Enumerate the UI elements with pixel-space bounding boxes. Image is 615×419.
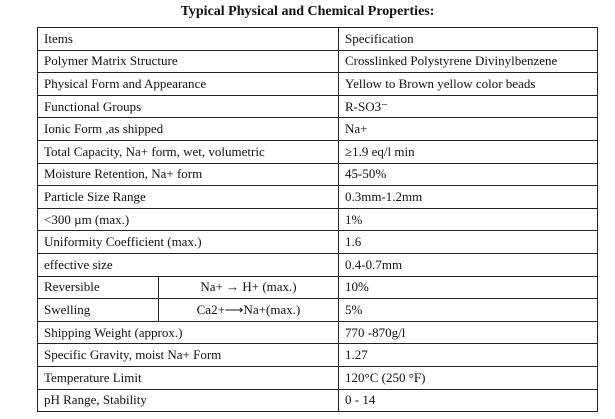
row: Functional Groups R-SO3⁻ [37,94,598,119]
properties-table: Items Specification Polymer Matrix Struc… [37,27,598,413]
spec-cell: 0.4-0.7mm [338,252,598,277]
item-cell: Particle Size Range [37,185,339,209]
spec-cell: Crosslinked Polystyrene Divinylbenzene [338,49,598,74]
row: Total Capacity, Na+ form, wet, volumetri… [37,139,598,164]
header-row: Items Specification [37,27,598,51]
spec-cell: ≥1.9 eq/l min [338,139,598,164]
item-cell: Swelling [37,298,159,322]
row: pH Range, Stability 0 - 14 [37,388,598,413]
item-cell: Ionic Form ,as shipped [37,117,339,141]
row: Specific Gravity, moist Na+ Form 1.27 [37,343,598,367]
spec-cell: 0 - 14 [338,388,598,413]
item-cell: Polymer Matrix Structure [37,49,339,74]
spec-cell: 120°C (250 °F) [338,365,598,390]
row: Shipping Weight (approx.) 770 -870g/l [37,320,598,345]
item-cell: pH Range, Stability [37,388,339,413]
row: Physical Form and Appearance Yellow to Br… [37,72,598,96]
header-cell: Items [37,27,339,51]
row: Reversible Na+ → H+ (max.) 10% [37,275,598,300]
row: Swelling Ca2+⟶Na+(max.) 5% [37,298,598,322]
spec-cell: 10% [338,275,598,300]
row: Particle Size Range 0.3mm-1.2mm [37,185,598,209]
row: Temperature Limit 120°C (250 °F) [37,365,598,390]
title: Typical Physical and Chemical Properties… [180,4,435,19]
header-cell: Specification [338,27,598,51]
item-cell: Uniformity Coefficient (max.) [37,230,339,254]
detail-cell: Ca2+⟶Na+(max.) [158,298,339,322]
table-body: Items Specification Polymer Matrix Struc… [37,27,598,413]
item-cell: Temperature Limit [37,365,339,390]
row: Polymer Matrix Structure Crosslinked Poly… [37,49,598,74]
spec-cell: 45-50% [338,162,598,187]
detail-cell: Na+ → H+ (max.) [158,275,339,300]
row: Uniformity Coefficient (max.) 1.6 [37,230,598,254]
item-cell: Moisture Retention, Na+ form [37,162,339,187]
spec-cell: 1.27 [338,343,598,367]
item-cell: Reversible [37,275,159,300]
item-cell: Total Capacity, Na+ form, wet, volumetri… [37,139,339,164]
spec-cell: 770 -870g/l [338,320,598,345]
row: Moisture Retention, Na+ form 45-50% [37,162,598,187]
spec-cell: Yellow to Brown yellow color beads [338,72,598,96]
row: Ionic Form ,as shipped Na+ [37,117,598,141]
spec-cell: 1.6 [338,230,598,254]
row: <300 µm (max.) 1% [37,207,598,232]
item-cell: Specific Gravity, moist Na+ Form [37,343,339,367]
row: effective size 0.4-0.7mm [37,252,598,277]
item-cell: Functional Groups [37,94,339,119]
spec-cell: R-SO3⁻ [338,94,598,119]
spec-cell: 1% [338,207,598,232]
item-cell: Shipping Weight (approx.) [37,320,339,345]
spec-cell: 5% [338,298,598,322]
item-cell: effective size [37,252,339,277]
spec-cell: Na+ [338,117,598,141]
item-cell: Physical Form and Appearance [37,72,339,96]
spec-cell: 0.3mm-1.2mm [338,185,598,209]
item-cell: <300 µm (max.) [37,207,339,232]
